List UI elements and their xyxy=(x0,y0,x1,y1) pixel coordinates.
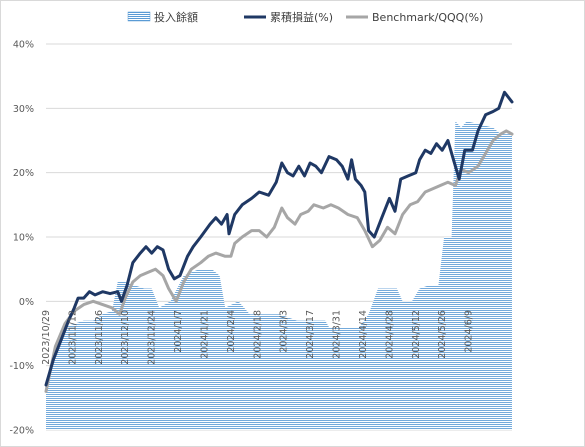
x-tick-label: 2024/4/14 xyxy=(358,310,369,359)
x-tick-label: 2023/12/24 xyxy=(147,310,158,365)
y-tick-label: -10% xyxy=(9,361,34,372)
x-tick-label: 2024/1/7 xyxy=(173,310,184,353)
x-tick-label: 2024/1/21 xyxy=(200,310,211,359)
y-tick-label: -20% xyxy=(9,426,34,437)
legend-item: 累積損益(%) xyxy=(244,10,333,24)
x-tick-label: 2023/12/10 xyxy=(120,310,131,365)
x-tick-label: 2024/6/9 xyxy=(464,310,475,353)
x-tick-label: 2024/2/18 xyxy=(252,310,263,359)
y-tick-label: 10% xyxy=(13,233,34,244)
legend-label: 投入餘額 xyxy=(154,10,198,24)
x-tick-label: 2024/5/26 xyxy=(437,310,448,359)
x-tick-label: 2023/10/29 xyxy=(41,310,52,365)
x-tick-label: 2024/3/31 xyxy=(332,310,343,359)
x-tick-label: 2024/2/4 xyxy=(226,310,237,353)
x-tick-label: 2024/5/12 xyxy=(411,310,422,359)
x-tick-label: 2024/3/3 xyxy=(279,310,290,353)
legend-item: 投入餘額 xyxy=(128,10,198,24)
x-tick-label: 2023/11/12 xyxy=(67,310,78,365)
legend-swatch xyxy=(128,12,150,21)
x-tick-label: 2024/4/28 xyxy=(384,310,395,359)
y-tick-label: 20% xyxy=(13,168,34,179)
legend-label: Benchmark/QQQ(%) xyxy=(372,11,483,24)
y-axis: -20% -10% 0% 10% 20% 30% 40% xyxy=(9,40,34,437)
y-tick-label: 30% xyxy=(13,104,34,115)
legend: 投入餘額 累積損益(%) Benchmark/QQQ(%) xyxy=(128,10,483,24)
x-tick-label: 2023/11/26 xyxy=(94,310,105,365)
x-tick-label: 2024/3/17 xyxy=(305,310,316,359)
y-tick-label: 0% xyxy=(19,297,34,308)
y-tick-label: 40% xyxy=(13,40,34,51)
legend-label: 累積損益(%) xyxy=(270,10,333,24)
legend-item: Benchmark/QQQ(%) xyxy=(346,11,483,24)
